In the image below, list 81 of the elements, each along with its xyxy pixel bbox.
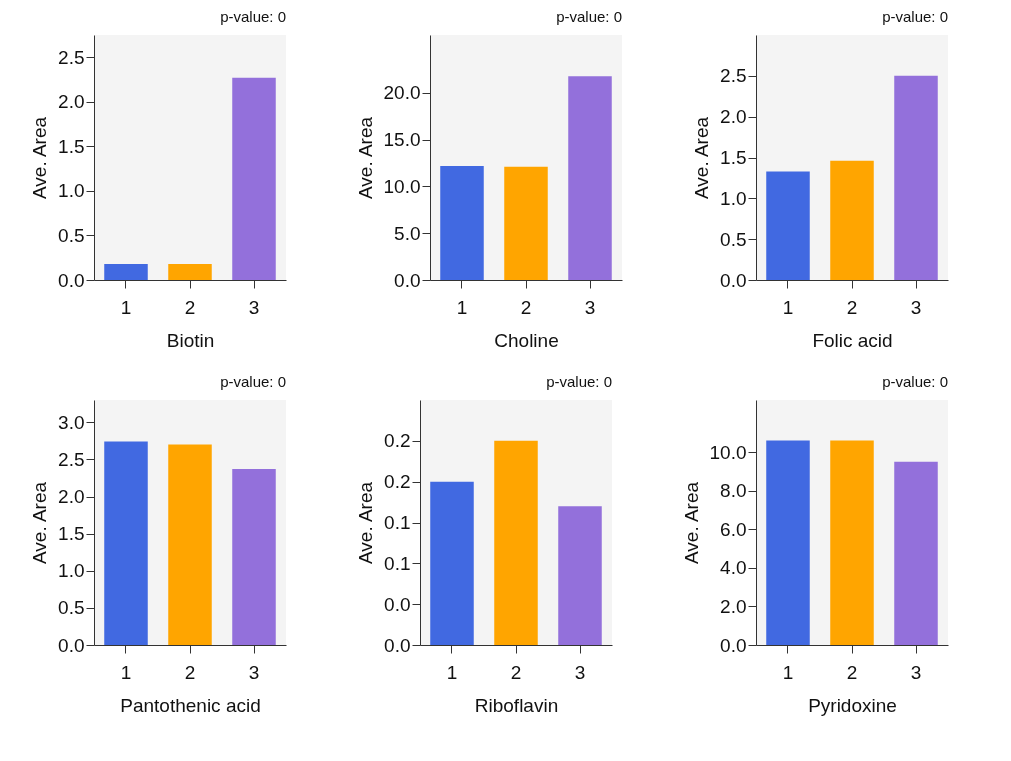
y-tick-label: 0.5 bbox=[720, 228, 747, 250]
y-tick-label: 2.5 bbox=[720, 65, 747, 87]
bar bbox=[558, 506, 602, 645]
y-tick-label: 4.0 bbox=[720, 557, 747, 579]
y-axis-title: Ave. Area bbox=[680, 481, 702, 565]
y-axis-title: Ave. Area bbox=[355, 481, 377, 565]
y-tick-label: 8.0 bbox=[720, 480, 747, 502]
y-tick-label: 0.0 bbox=[58, 269, 85, 291]
x-tick-label: 3 bbox=[574, 661, 586, 683]
y-tick-label: 15.0 bbox=[383, 129, 421, 151]
x-tick-label: 3 bbox=[584, 296, 596, 318]
x-tick-label: 2 bbox=[520, 296, 532, 318]
y-tick-label: 10.0 bbox=[709, 441, 747, 463]
x-tick-label: 2 bbox=[510, 661, 522, 683]
y-tick-label: 10.0 bbox=[383, 175, 421, 197]
y-tick-label: 1.0 bbox=[58, 180, 85, 202]
text: p-value: 0 bbox=[882, 8, 948, 25]
bar bbox=[830, 160, 874, 280]
y-tick-label: 0.0 bbox=[384, 634, 411, 656]
y-tick-label: 0.0 bbox=[58, 634, 85, 656]
y-tick-label: 0.1 bbox=[384, 552, 411, 574]
bar bbox=[568, 76, 612, 280]
y-tick-label: 2.0 bbox=[58, 486, 85, 508]
x-tick-label: 1 bbox=[446, 661, 458, 683]
x-axis-title: Folic acid bbox=[812, 329, 893, 351]
x-tick-label: 1 bbox=[120, 296, 132, 318]
y-tick-label: 3.0 bbox=[58, 411, 85, 433]
bar bbox=[494, 440, 538, 645]
y-tick-label: 0.0 bbox=[384, 593, 411, 615]
text: p-value: 0 bbox=[882, 373, 948, 390]
x-tick-label: 1 bbox=[120, 661, 132, 683]
x-tick-label: 3 bbox=[248, 296, 260, 318]
y-tick-label: 0.0 bbox=[394, 269, 421, 291]
y-axis-title: Ave. Area bbox=[29, 481, 51, 565]
x-axis-title: Pyridoxine bbox=[808, 694, 897, 716]
y-axis-title: Ave. Area bbox=[691, 116, 713, 200]
x-tick-label: 2 bbox=[846, 296, 858, 318]
bar bbox=[766, 171, 810, 280]
y-tick-label: 1.5 bbox=[58, 135, 85, 157]
y-tick-label: 1.5 bbox=[58, 523, 85, 545]
bar bbox=[440, 165, 484, 280]
x-axis-title: Biotin bbox=[166, 329, 215, 351]
x-tick-label: 3 bbox=[910, 661, 922, 683]
y-tick-label: 6.0 bbox=[720, 518, 747, 540]
bar bbox=[894, 75, 938, 280]
x-tick-label: 3 bbox=[248, 661, 260, 683]
x-tick-label: 1 bbox=[456, 296, 468, 318]
x-tick-label: 3 bbox=[910, 296, 922, 318]
y-tick-label: 2.5 bbox=[58, 448, 85, 470]
bar bbox=[504, 166, 548, 280]
y-tick-label: 0.5 bbox=[58, 224, 85, 246]
text: p-value: 0 bbox=[220, 8, 286, 25]
y-tick-label: 2.0 bbox=[720, 106, 747, 128]
y-tick-label: 20.0 bbox=[383, 82, 421, 104]
x-tick-label: 1 bbox=[782, 661, 794, 683]
y-tick-label: 0.0 bbox=[720, 269, 747, 291]
y-tick-label: 0.1 bbox=[384, 512, 411, 533]
x-tick-label: 2 bbox=[846, 661, 858, 683]
text: p-value: 0 bbox=[220, 373, 286, 390]
x-axis-title: Choline bbox=[494, 329, 559, 351]
y-tick-label: 0.2 bbox=[384, 430, 411, 452]
y-tick-label: 2.5 bbox=[58, 46, 85, 68]
x-tick-label: 1 bbox=[782, 296, 794, 318]
y-tick-label: 0.0 bbox=[720, 634, 747, 656]
text: p-value: 0 bbox=[556, 8, 622, 25]
y-tick-label: 1.0 bbox=[58, 560, 85, 582]
x-tick-label: 2 bbox=[184, 661, 196, 683]
y-tick-label: 5.0 bbox=[394, 222, 421, 244]
y-axis-title: Ave. Area bbox=[29, 116, 51, 200]
y-tick-label: 1.0 bbox=[720, 187, 747, 209]
y-tick-label: 2.0 bbox=[720, 595, 747, 617]
y-tick-label: 1.5 bbox=[720, 147, 747, 168]
x-tick-label: 2 bbox=[184, 296, 196, 318]
x-axis-title: Pantothenic acid bbox=[120, 694, 261, 716]
y-axis-title: Ave. Area bbox=[354, 116, 376, 200]
bar bbox=[430, 481, 474, 645]
text: p-value: 0 bbox=[546, 373, 612, 390]
y-tick-label: 0.2 bbox=[384, 471, 411, 493]
y-tick-label: 2.0 bbox=[58, 91, 85, 113]
y-tick-label: 0.5 bbox=[58, 597, 85, 619]
x-axis-title: Riboflavin bbox=[474, 694, 559, 716]
